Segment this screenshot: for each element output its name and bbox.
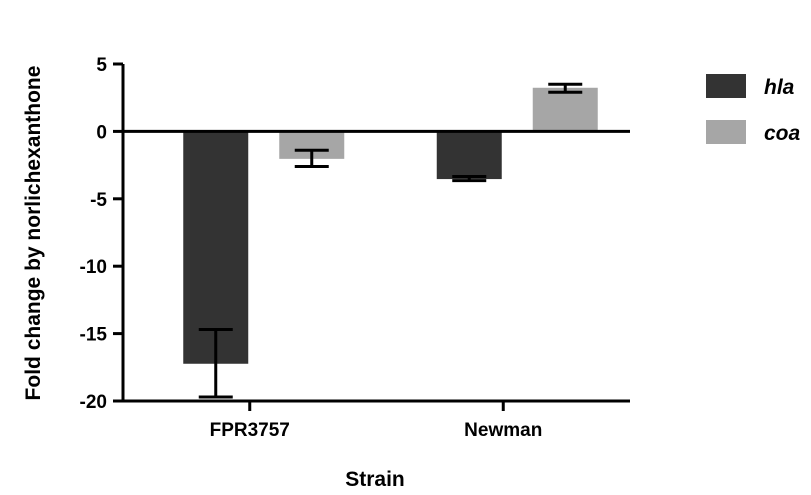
y-tick-label: -20 bbox=[80, 392, 107, 413]
x-tick-label-fpr3757: FPR3757 bbox=[210, 420, 290, 441]
bars-layer bbox=[183, 87, 598, 364]
legend-label-coa: coa bbox=[764, 122, 801, 145]
y-tick-label: -10 bbox=[80, 257, 107, 278]
x-category-labels: FPR3757 Newman bbox=[210, 401, 542, 441]
bar-coa-newman bbox=[532, 87, 598, 132]
legend-swatch-hla bbox=[706, 74, 746, 98]
error-bar-hla-fpr3757 bbox=[198, 328, 233, 399]
legend-label-hla: hla bbox=[764, 76, 795, 99]
legend-item-hla: hla bbox=[706, 74, 795, 99]
error-bar-hla-newman bbox=[452, 175, 487, 183]
legend-swatch-coa bbox=[706, 120, 746, 144]
axes-layer bbox=[121, 64, 630, 403]
x-tick-label-newman: Newman bbox=[464, 420, 542, 441]
error-bar-coa-fpr3757 bbox=[294, 148, 329, 168]
bar-hla-newman bbox=[436, 130, 502, 180]
y-tick-label: -5 bbox=[90, 190, 107, 211]
legend-item-coa: coa bbox=[706, 120, 801, 145]
error-bars-layer bbox=[198, 82, 583, 399]
x-axis-title: Strain bbox=[345, 468, 405, 491]
y-axis-title: Fold change by norlichexanthone bbox=[22, 66, 45, 401]
bar-hla-fpr3757 bbox=[183, 130, 249, 364]
y-tick-label: 5 bbox=[96, 55, 107, 76]
y-tick-label: -15 bbox=[80, 325, 108, 346]
legend: hla coa bbox=[706, 74, 801, 145]
error-bar-coa-newman bbox=[548, 82, 583, 94]
y-tick-label: 0 bbox=[96, 122, 107, 143]
y-ticks-layer: 5 0 -5 -10 -15 -20 bbox=[80, 55, 123, 413]
